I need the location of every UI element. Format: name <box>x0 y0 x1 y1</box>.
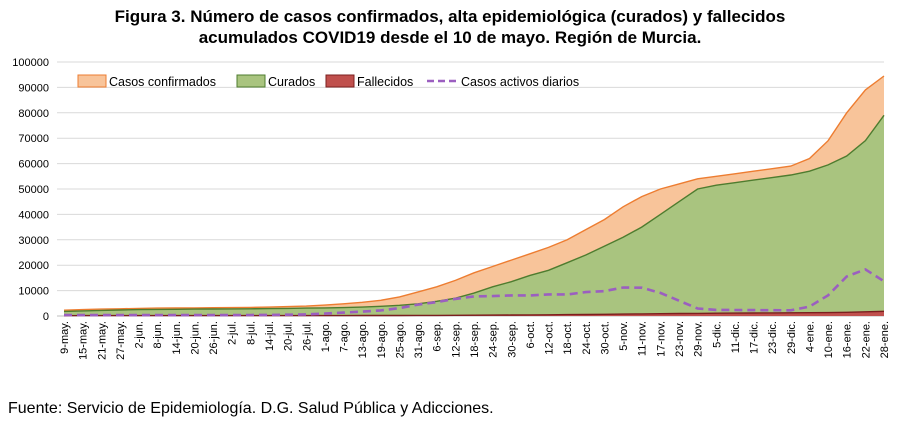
x-tick-label: 15-may. <box>78 321 90 360</box>
x-tick-label: 23-nov. <box>674 321 686 357</box>
series-line-casos-confirmados <box>63 75 885 311</box>
x-tick-label: 22-ene. <box>860 321 872 358</box>
x-tick-label: 2-jun. <box>134 321 146 349</box>
x-tick-label: 13-ago. <box>357 321 369 358</box>
y-tick-label: 90000 <box>18 82 49 94</box>
y-tick-label: 30000 <box>18 235 49 247</box>
chart: 0 10000 20000 30000 40000 50000 60000 70000 8000… <box>12 57 891 360</box>
x-tick-label: 1-ago. <box>320 321 332 352</box>
x-tick-label: 6-sep. <box>432 321 444 352</box>
y-tick-label: 0 <box>43 311 49 323</box>
y-tick-label: 40000 <box>18 209 49 221</box>
y-tick-label: 70000 <box>18 133 49 145</box>
x-tick-label: 16-ene. <box>842 321 854 358</box>
x-tick-label: 20-jul. <box>283 321 295 351</box>
legend-swatch <box>77 74 107 88</box>
legend-label: Curados <box>268 75 315 89</box>
legend-swatch <box>236 74 266 88</box>
x-tick-label: 7-ago. <box>339 321 351 352</box>
x-tick-label: 30-oct. <box>599 321 611 355</box>
x-tick-label: 23-dic. <box>767 321 779 354</box>
x-tick-label: 24-oct. <box>581 321 593 355</box>
y-tick-label: 80000 <box>18 108 49 120</box>
x-tick-label: 14-jun. <box>171 321 183 355</box>
x-tick-label: 18-oct. <box>562 321 574 355</box>
chart-title-line1: Figura 3. Número de casos confirmados, a… <box>114 7 786 26</box>
x-tick-label: 31-ago. <box>413 321 425 358</box>
y-tick-label: 50000 <box>18 184 49 196</box>
x-tick-label: 6-oct. <box>525 321 537 349</box>
legend-label: Fallecidos <box>357 75 413 89</box>
series-area-fallecidos <box>64 311 884 316</box>
x-tick-label: 9-may. <box>59 321 71 354</box>
x-tick-label: 8-jun. <box>152 321 164 349</box>
chart-title-line2: acumulados COVID19 desde el 10 de mayo. … <box>198 28 702 47</box>
x-tick-label: 25-ago. <box>394 321 406 358</box>
legend-label: Casos activos diarios <box>461 75 579 89</box>
x-tick-label: 28-ene. <box>879 321 891 358</box>
series-area-curados <box>64 115 884 316</box>
x-tick-label: 19-ago. <box>376 321 388 358</box>
x-tick-label: 14-jul. <box>264 321 276 351</box>
legend-swatch <box>325 74 355 88</box>
source-footer: Fuente: Servicio de Epidemiología. D.G. … <box>8 400 494 417</box>
x-tick-label: 17-nov. <box>655 321 667 357</box>
x-tick-label: 8-jul. <box>245 321 257 345</box>
y-tick-label: 10000 <box>18 286 49 298</box>
chart-title: Figura 3. Número de casos confirmados, a… <box>0 6 900 48</box>
x-tick-label: 26-jun. <box>208 321 220 355</box>
x-tick-label: 18-sep. <box>469 321 481 358</box>
x-tick-label: 29-dic. <box>786 321 798 354</box>
x-tick-label: 29-nov. <box>693 321 705 357</box>
x-tick-label: 21-may. <box>96 321 108 360</box>
y-tick-label: 60000 <box>18 159 49 171</box>
x-tick-label: 24-sep. <box>488 321 500 358</box>
y-tick-label: 100000 <box>12 57 49 69</box>
x-tick-label: 12-sep. <box>450 321 462 358</box>
x-tick-label: 26-jul. <box>301 321 313 351</box>
x-tick-label: 17-dic. <box>749 321 761 354</box>
x-tick-label: 11-dic. <box>730 321 742 353</box>
x-tick-label: 30-sep. <box>506 321 518 358</box>
legend-label: Casos confirmados <box>109 75 216 89</box>
x-tick-label: 10-ene. <box>823 321 835 358</box>
x-tick-label: 20-jun. <box>189 321 201 355</box>
series-line-casos-activos-diarios <box>63 267 885 317</box>
x-tick-label: 12-oct. <box>544 321 556 355</box>
series-line-curados <box>63 114 885 313</box>
y-tick-label: 20000 <box>18 260 49 272</box>
x-tick-label: 5-nov. <box>618 321 630 351</box>
x-tick-label: 27-may. <box>115 321 127 360</box>
x-tick-label: 5-dic. <box>711 321 723 348</box>
x-tick-label: 4-ene. <box>804 321 816 352</box>
x-tick-label: 2-jul. <box>227 321 239 345</box>
x-tick-label: 11-nov. <box>637 321 649 356</box>
